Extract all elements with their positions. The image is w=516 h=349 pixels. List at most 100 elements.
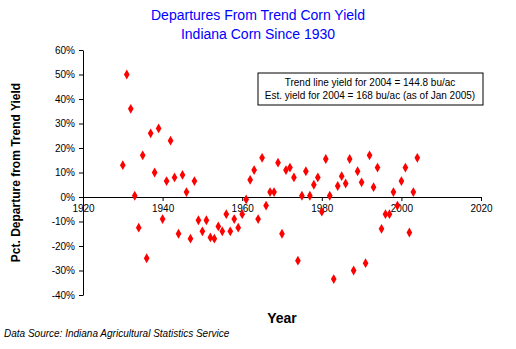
point: [144, 253, 150, 263]
y-tick-mark: [79, 271, 83, 272]
point: [347, 154, 353, 164]
point: [152, 168, 158, 178]
point: [311, 180, 317, 190]
point: [291, 172, 297, 182]
x-tick-mark: [242, 197, 243, 201]
x-tick-mark: [401, 197, 402, 201]
x-tick-mark: [481, 197, 482, 201]
point: [128, 104, 134, 114]
y-tick-mark: [79, 246, 83, 247]
y-tick: 60%: [55, 45, 83, 56]
point: [184, 187, 190, 197]
y-tick: 40%: [55, 94, 83, 105]
y-tick-mark: [79, 197, 83, 198]
x-axis-title: Year: [267, 310, 297, 326]
background: [0, 0, 516, 349]
y-tick-label: -40%: [52, 290, 75, 301]
point: [231, 214, 237, 224]
x-tick: 2000: [391, 197, 414, 214]
subtitle: Indiana Corn Since 1930: [181, 26, 335, 42]
point: [196, 215, 202, 225]
point: [188, 234, 194, 244]
y-tick: -20%: [52, 241, 83, 252]
point: [132, 191, 138, 201]
point: [287, 163, 293, 173]
title: Departures From Trend Corn Yield: [151, 7, 365, 23]
point: [251, 165, 257, 175]
point: [271, 187, 277, 197]
y-tick: 20%: [55, 143, 83, 154]
point: [359, 177, 365, 187]
y-tick: -10%: [52, 216, 83, 227]
y-tick-mark: [79, 295, 83, 296]
x-tick-label: 1940: [152, 203, 175, 214]
y-tick: 30%: [55, 118, 83, 129]
x-tick: 2020: [470, 197, 493, 214]
point: [160, 214, 166, 224]
x-tick-label: 1920: [72, 203, 95, 214]
point: [168, 136, 174, 146]
point: [247, 175, 253, 185]
point: [351, 266, 357, 276]
x-axis-line: [84, 197, 482, 198]
annotation-frame: [258, 73, 483, 105]
point: [303, 166, 309, 176]
point: [307, 191, 313, 201]
point: [180, 170, 186, 180]
point: [395, 201, 401, 211]
point: [323, 154, 329, 164]
point: [164, 176, 170, 186]
x-axis: 192019401960198020002020: [72, 197, 493, 214]
point: [343, 179, 349, 189]
y-tick-label: 40%: [55, 94, 75, 105]
y-tick-mark: [79, 222, 83, 223]
y-tick: -30%: [52, 265, 83, 276]
point: [235, 223, 241, 233]
point: [410, 187, 416, 197]
y-tick-label: 30%: [55, 118, 75, 129]
point: [239, 209, 245, 219]
y-tick-mark: [79, 50, 83, 51]
y-tick-mark: [79, 173, 83, 174]
y-tick-label: 0%: [61, 192, 76, 203]
x-tick: 1920: [72, 197, 95, 214]
x-tick-mark: [163, 197, 164, 201]
point: [355, 166, 361, 176]
point: [172, 172, 178, 182]
y-tick-label: 10%: [55, 167, 75, 178]
annotation-box: Trend line yield for 2004 = 144.8 bu/acE…: [258, 73, 483, 105]
y-tick-label: -30%: [52, 265, 75, 276]
y-axis-line: [83, 51, 84, 296]
point: [371, 182, 377, 192]
y-axis-title: Pct. Departure from Trend Yield: [9, 83, 23, 262]
point: [295, 256, 301, 266]
chart-container: Departures From Trend Corn Yield Indiana …: [0, 0, 516, 349]
y-tick: -40%: [52, 290, 83, 301]
point: [140, 150, 146, 160]
x-tick-mark: [83, 197, 84, 201]
point: [263, 201, 269, 211]
point: [200, 226, 206, 236]
y-tick-mark: [79, 124, 83, 125]
point: [243, 195, 249, 205]
point: [315, 172, 321, 182]
point: [363, 258, 369, 268]
y-tick-mark: [79, 99, 83, 100]
y-tick-mark: [79, 75, 83, 76]
y-tick-label: -20%: [52, 241, 75, 252]
x-tick-mark: [322, 197, 323, 201]
point: [379, 224, 385, 234]
point: [255, 214, 261, 224]
point: [299, 191, 305, 201]
y-tick-label: 50%: [55, 69, 75, 80]
y-tick: 50%: [55, 69, 83, 80]
source-note: Data Source: Indiana Agricultural Statis…: [4, 328, 230, 339]
x-tick-label: 2020: [470, 203, 493, 214]
y-tick-label: 20%: [55, 143, 75, 154]
point: [156, 123, 162, 133]
point: [403, 163, 409, 173]
point: [367, 150, 373, 160]
point: [414, 153, 420, 163]
point: [148, 128, 154, 138]
point: [120, 160, 126, 170]
